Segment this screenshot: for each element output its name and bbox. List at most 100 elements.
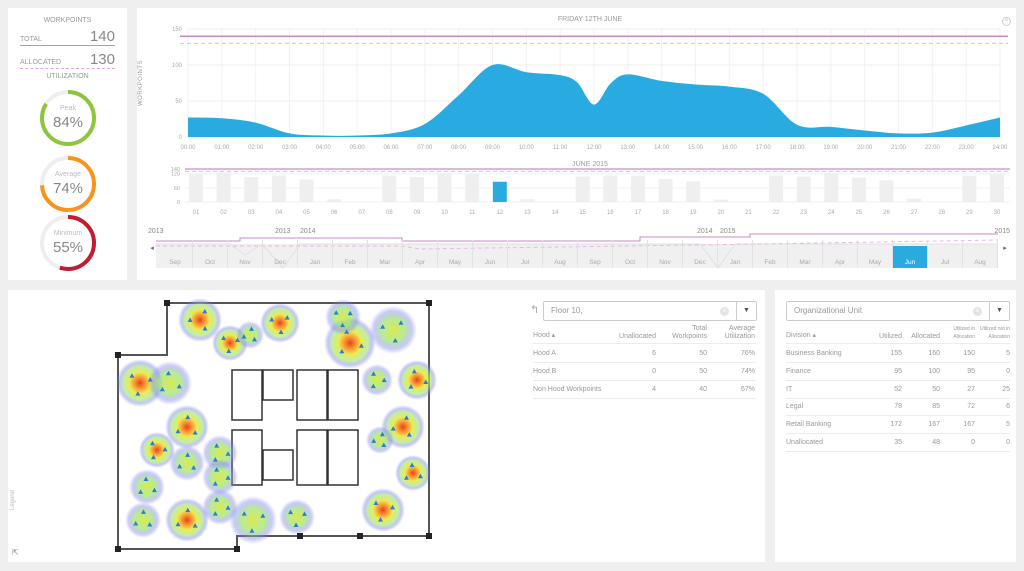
workpoint-marker[interactable]	[284, 315, 290, 320]
month-label-dec[interactable]: Dec	[274, 259, 286, 266]
day-bar-04[interactable]	[271, 175, 286, 202]
day-bar-12[interactable]	[492, 181, 507, 202]
column-header[interactable]: Division ▴	[786, 332, 816, 339]
workpoint-marker[interactable]	[214, 497, 220, 502]
month-label-mar[interactable]: Mar	[379, 259, 391, 266]
workpoint-marker[interactable]	[162, 446, 168, 452]
chevron-down-icon[interactable]: ▼	[736, 302, 756, 320]
workpoint-marker[interactable]	[403, 475, 409, 480]
table-row[interactable]: IT 52 50 27 25	[786, 381, 1010, 399]
workpoint-marker[interactable]	[406, 432, 412, 437]
workpoint-marker[interactable]	[176, 383, 182, 389]
workpoint-marker[interactable]	[177, 463, 183, 469]
workpoint-marker[interactable]	[340, 322, 346, 328]
workpoint-marker[interactable]	[333, 310, 339, 315]
month-label-aug[interactable]: Aug	[974, 259, 986, 266]
month-label-nov[interactable]: Nov	[659, 259, 671, 266]
month-label-oct[interactable]: Oct	[205, 259, 215, 266]
month-selected[interactable]	[893, 246, 928, 268]
table-row[interactable]: Hood A 6 50 76%	[533, 345, 756, 363]
day-bar-27[interactable]	[907, 198, 922, 202]
workpoint-marker[interactable]	[202, 308, 208, 314]
workpoint-marker[interactable]	[175, 521, 181, 527]
month-label-jul[interactable]: Jul	[521, 259, 530, 266]
workpoint-marker[interactable]	[409, 462, 415, 467]
workpoint-marker[interactable]	[371, 438, 377, 443]
month-label-jun[interactable]: Jun	[905, 259, 916, 266]
table-row[interactable]: Finance 95 100 95 0	[786, 363, 1010, 381]
workpoint-marker[interactable]	[249, 528, 255, 533]
month-label-apr[interactable]: Apr	[835, 259, 846, 266]
workpoint-marker[interactable]	[165, 370, 171, 376]
day-bar-01[interactable]	[189, 174, 203, 202]
day-bar-10[interactable]	[437, 173, 452, 202]
workpoint-marker[interactable]	[185, 452, 191, 457]
workpoint-marker[interactable]	[135, 391, 141, 396]
day-bar-29[interactable]	[962, 175, 977, 202]
workpoint-marker[interactable]	[202, 326, 208, 331]
month-label-feb[interactable]: Feb	[764, 259, 776, 266]
month-label-dec[interactable]: Dec	[694, 259, 706, 266]
workpoint-marker[interactable]	[260, 513, 266, 518]
workpoint-marker[interactable]	[214, 443, 220, 448]
workpoint-marker[interactable]	[214, 467, 220, 472]
month-label-oct[interactable]: Oct	[625, 259, 635, 266]
day-bar-13[interactable]	[520, 199, 535, 202]
day-bar-11[interactable]	[465, 174, 480, 202]
month-label-apr[interactable]: Apr	[415, 259, 426, 266]
workpoint-marker[interactable]	[138, 489, 144, 494]
day-bar-22[interactable]	[769, 175, 784, 202]
month-label-jan[interactable]: Jan	[730, 259, 741, 266]
month-label-nov[interactable]: Nov	[239, 259, 251, 266]
workpoint-marker[interactable]	[370, 383, 376, 389]
month-label-sep[interactable]: Sep	[589, 259, 601, 266]
expand-icon[interactable]: ⇱	[12, 548, 19, 557]
day-bar-26[interactable]	[879, 180, 894, 202]
workpoint-marker[interactable]	[212, 481, 218, 486]
table-row[interactable]: Hood B 0 50 74%	[533, 363, 756, 381]
floor-select[interactable]: Floor 10, × ▼	[543, 301, 757, 321]
column-header[interactable]: Hood ▴	[533, 332, 556, 339]
workpoint-marker[interactable]	[143, 476, 149, 481]
workpoint-marker[interactable]	[392, 338, 398, 343]
table-row[interactable]: Legal 78 85 72 6	[786, 398, 1010, 417]
workpoint-marker[interactable]	[288, 509, 294, 515]
workpoint-marker[interactable]	[241, 334, 247, 339]
workpoint-marker[interactable]	[411, 368, 417, 374]
workpoint-marker[interactable]	[140, 509, 146, 514]
day-bar-17[interactable]	[630, 175, 645, 202]
workpoint-marker[interactable]	[226, 348, 232, 354]
day-bar-18[interactable]	[658, 178, 673, 202]
workpoint-marker[interactable]	[225, 451, 231, 456]
workpoint-marker[interactable]	[150, 454, 156, 460]
workpoint-marker[interactable]	[192, 523, 198, 528]
workpoint-marker[interactable]	[129, 373, 135, 378]
workpoint-marker[interactable]	[398, 320, 404, 325]
workpoint-marker[interactable]	[371, 371, 377, 376]
table-row[interactable]: Retail Banking 172 167 167 5	[786, 416, 1010, 435]
org-unit-select[interactable]: Organizational Unit × ▼	[786, 301, 1010, 321]
day-bar-23[interactable]	[796, 176, 811, 202]
day-bar-06[interactable]	[327, 199, 342, 202]
day-bar-03[interactable]	[244, 177, 259, 202]
day-bar-09[interactable]	[409, 177, 424, 202]
workpoint-marker[interactable]	[252, 336, 258, 342]
workpoint-marker[interactable]	[381, 377, 387, 383]
workpoint-marker[interactable]	[147, 377, 153, 382]
workpoint-marker[interactable]	[404, 415, 410, 420]
month-label-jan[interactable]: Jan	[310, 259, 321, 266]
workpoint-marker[interactable]	[133, 521, 139, 526]
close-icon[interactable]: ×	[1002, 17, 1011, 26]
workpoint-marker[interactable]	[225, 505, 231, 510]
workpoint-marker[interactable]	[378, 517, 384, 522]
workpoint-marker[interactable]	[235, 337, 241, 343]
workpoint-marker[interactable]	[380, 324, 386, 329]
day-bar-16[interactable]	[603, 175, 618, 202]
workpoint-marker[interactable]	[344, 329, 350, 334]
day-bar-02[interactable]	[216, 172, 231, 202]
workpoint-marker[interactable]	[241, 511, 247, 516]
heatmap-floorplan[interactable]	[8, 290, 528, 562]
workpoint-marker[interactable]	[301, 511, 307, 516]
workpoint-marker[interactable]	[192, 430, 198, 435]
day-bar-20[interactable]	[713, 199, 728, 202]
